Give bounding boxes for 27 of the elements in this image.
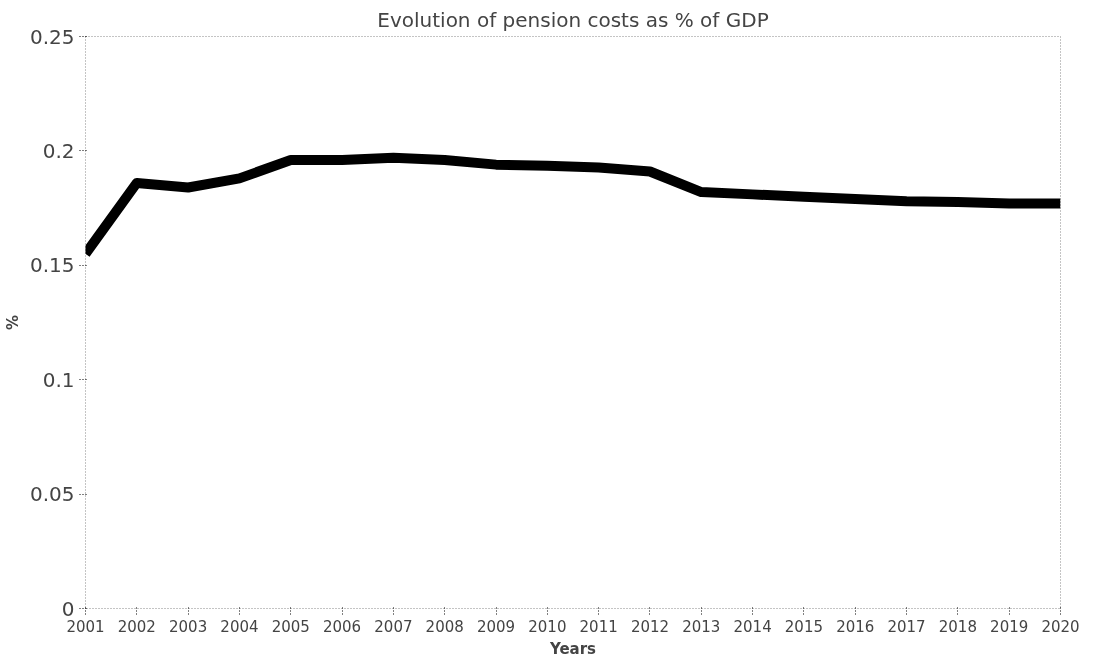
x-tick-label: 2011 xyxy=(579,617,618,636)
x-tick-label: 2007 xyxy=(374,617,413,636)
y-tick-label: 0.15 xyxy=(29,253,75,278)
y-tick-label: 0.1 xyxy=(42,367,75,392)
x-tick-label: 2005 xyxy=(271,617,310,636)
x-tick-label: 2009 xyxy=(476,617,516,636)
y-tick-label: 0.05 xyxy=(29,482,75,507)
x-tick-label: 2015 xyxy=(784,617,824,636)
x-tick-label: 2019 xyxy=(990,617,1029,636)
x-tick-label: 2017 xyxy=(887,617,926,636)
x-tick-label: 2004 xyxy=(220,617,259,636)
x-tick-label: 2018 xyxy=(938,617,977,636)
y-tick-label: 0.2 xyxy=(42,138,75,163)
x-tick-label: 2013 xyxy=(682,617,721,636)
x-tick-label: 2006 xyxy=(322,617,362,636)
chart-title: Evolution of pension costs as % of GDP xyxy=(377,7,769,32)
y-axis-title: % xyxy=(3,314,22,331)
x-tick-label: 2003 xyxy=(169,617,208,636)
x-tick-label: 2002 xyxy=(117,617,156,636)
x-tick-label: 2014 xyxy=(733,617,772,636)
x-tick-label: 2020 xyxy=(1041,617,1080,636)
x-tick-label: 2016 xyxy=(836,617,875,636)
x-tick-label: 2012 xyxy=(630,617,670,636)
x-axis-title: Years xyxy=(548,639,597,658)
y-tick-label: 0.25 xyxy=(29,24,75,49)
x-tick-label: 2008 xyxy=(425,617,464,636)
x-tick-label: 2010 xyxy=(528,617,567,636)
